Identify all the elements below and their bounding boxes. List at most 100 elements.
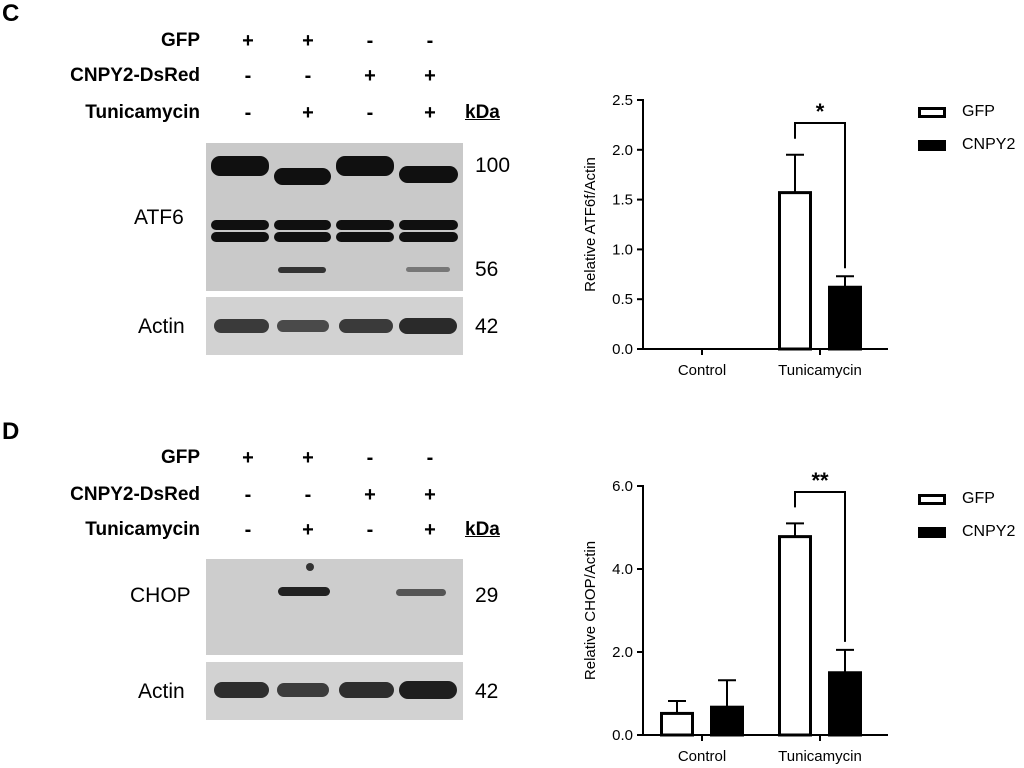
y-tick-label: 1.0	[612, 241, 633, 258]
sign: +	[302, 447, 314, 469]
x-tick-label: Control	[678, 748, 726, 765]
y-tick-label: 0.0	[612, 727, 633, 744]
significance-label: **	[811, 470, 829, 493]
sign: +	[302, 519, 314, 541]
blot-actin-d	[206, 662, 463, 720]
panel-letter-c: C	[2, 0, 20, 27]
blot-label-chop: CHOP	[130, 584, 191, 607]
bar	[778, 191, 812, 351]
y-axis-label: Relative CHOP/Actin	[582, 541, 599, 680]
band	[211, 156, 269, 176]
legend-swatch-gfp	[918, 107, 946, 118]
bar	[660, 711, 694, 737]
sign: +	[424, 102, 436, 124]
band	[274, 168, 331, 185]
y-tick-label: 2.5	[612, 92, 633, 109]
sign: -	[366, 102, 374, 124]
sign: -	[244, 102, 252, 124]
sign: +	[302, 30, 314, 52]
x-tick-label: Tunicamycin	[778, 362, 862, 379]
band	[306, 563, 314, 571]
legend-label-cnpy2: CNPY2	[962, 523, 1016, 540]
condition-label-cnpy2: CNPY2-DsRed	[70, 484, 200, 505]
mw-marker-29: 29	[475, 584, 499, 607]
band	[399, 318, 457, 334]
blot-label-atf6: ATF6	[134, 206, 184, 229]
sign: +	[424, 65, 436, 87]
significance-bracket	[794, 122, 846, 269]
legend-swatch-gfp	[918, 494, 946, 505]
band	[214, 682, 269, 698]
band	[278, 267, 326, 273]
sign: +	[242, 30, 254, 52]
band	[339, 319, 393, 333]
sign: -	[426, 30, 434, 52]
y-tick-label: 2.0	[612, 142, 633, 159]
blot-atf6	[206, 143, 463, 291]
legend-label-gfp: GFP	[962, 103, 995, 120]
bar-chart-chop: 0.0 2.0 4.0 6.0 Relative CHOP/Actin Control Tu…	[582, 470, 888, 765]
legend-label-cnpy2: CNPY2	[962, 136, 1016, 153]
band	[274, 220, 331, 230]
kda-label: kDa	[465, 519, 500, 540]
condition-label-gfp: GFP	[160, 30, 200, 51]
sign: -	[366, 30, 374, 52]
sign: -	[366, 447, 374, 469]
significance-bracket	[794, 491, 846, 642]
band	[396, 589, 446, 596]
sign: -	[244, 65, 252, 87]
y-tick-label: 1.5	[612, 192, 633, 209]
mw-marker-42: 42	[475, 315, 499, 338]
x-tick-label: Control	[678, 362, 726, 379]
y-tick-label: 6.0	[612, 478, 633, 495]
bar	[710, 705, 744, 737]
condition-label-cnpy2: CNPY2-DsRed	[70, 65, 200, 86]
sign: -	[244, 484, 252, 506]
significance-label: *	[816, 99, 825, 124]
sign: +	[424, 484, 436, 506]
band	[278, 587, 330, 596]
sign: -	[366, 519, 374, 541]
legend-swatch-cnpy2	[918, 527, 946, 538]
blot-actin-c	[206, 297, 463, 355]
bar-chart-atf6: 0.0 0.5 1.0 1.5 2.0 2.5 Relative ATF6f/Actin Co…	[582, 92, 888, 379]
band	[399, 232, 458, 242]
blot-label-actin: Actin	[138, 315, 185, 338]
x-tick-label: Tunicamycin	[778, 748, 862, 765]
blot-label-actin: Actin	[138, 680, 185, 703]
band	[211, 220, 269, 230]
sign: +	[364, 484, 376, 506]
band	[399, 166, 458, 183]
band	[336, 220, 394, 230]
legend-swatch-cnpy2	[918, 140, 946, 151]
sign: -	[304, 65, 312, 87]
y-tick-label: 2.0	[612, 644, 633, 661]
band	[274, 232, 331, 242]
sign: -	[244, 519, 252, 541]
blot-chop	[206, 559, 463, 655]
sign: +	[424, 519, 436, 541]
band	[339, 682, 394, 698]
bar	[778, 535, 812, 737]
y-tick-label: 0.5	[612, 291, 633, 308]
band	[277, 683, 329, 697]
band	[399, 220, 458, 230]
band	[406, 267, 450, 272]
sign: -	[426, 447, 434, 469]
bar	[828, 671, 862, 737]
y-tick-label: 4.0	[612, 561, 633, 578]
band	[211, 232, 269, 242]
y-axis-label: Relative ATF6f/Actin	[582, 157, 599, 292]
bar	[828, 285, 862, 351]
mw-marker-42: 42	[475, 680, 499, 703]
band	[214, 319, 269, 333]
band	[336, 232, 394, 242]
band	[277, 320, 329, 332]
kda-label: kDa	[465, 102, 500, 123]
condition-label-tunicamycin: Tunicamycin	[85, 519, 200, 540]
y-tick-label: 0.0	[612, 341, 633, 358]
band	[336, 156, 394, 176]
sign: +	[302, 102, 314, 124]
band	[399, 681, 457, 699]
sign: +	[242, 447, 254, 469]
